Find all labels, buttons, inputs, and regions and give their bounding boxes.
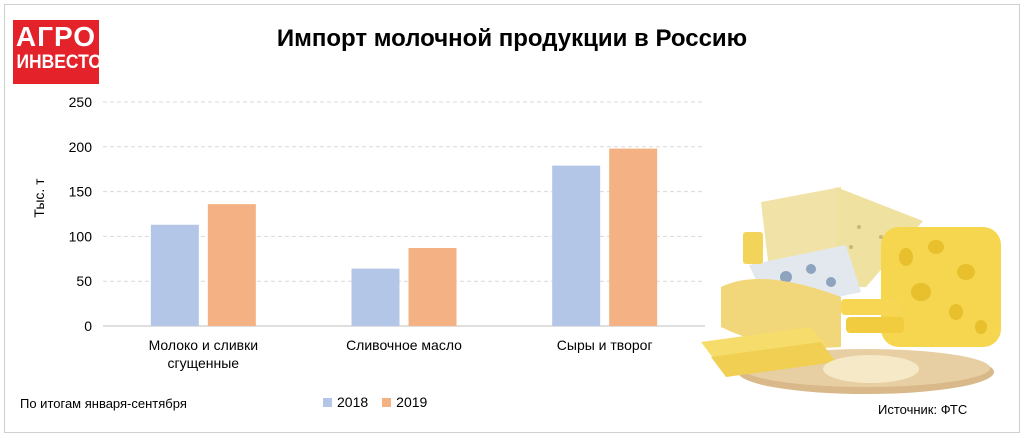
y-tick-label: 250 <box>69 94 93 110</box>
bar-2018-0 <box>150 224 199 326</box>
bar-chart: 0 50 100 150 200 250 Молоко и сливки сгущенные С… <box>69 94 705 371</box>
bar-2019-0 <box>207 204 256 326</box>
x-category-label: Сыры и творог <box>557 337 653 353</box>
period-note: По итогам января-сентября <box>20 396 187 411</box>
legend-swatch-2019 <box>382 397 392 407</box>
y-axis-label: Тыс. т <box>31 178 47 218</box>
legend-label-2018: 2018 <box>337 394 369 410</box>
bar-2018-2 <box>552 165 601 326</box>
x-category-label: Сливочное масло <box>346 337 462 353</box>
x-category-label-line: Сыры и творог <box>557 337 653 353</box>
logo-line-2: ИНВЕСТОР <box>16 52 114 73</box>
cheese-platter-photo <box>701 187 1001 394</box>
y-tick-label: 150 <box>69 184 93 200</box>
chart-frame: АГРО ИНВЕСТОР Импорт молочной продукции … <box>4 4 1020 433</box>
bar-2019-1 <box>408 248 457 326</box>
y-tick-label: 100 <box>69 228 93 244</box>
bar-2019-2 <box>609 148 658 326</box>
logo-line-1: АГРО <box>15 21 97 52</box>
x-category-label-line: Сливочное масло <box>346 337 462 353</box>
legend-item-2018: 2018 <box>323 394 368 410</box>
legend-label-2019: 2019 <box>396 394 428 410</box>
legend-swatch-2018 <box>323 397 332 407</box>
bar-2018-1 <box>351 268 400 326</box>
agroinvestor-logo: АГРО ИНВЕСТОР <box>13 20 114 84</box>
source-note: Источник: ФТС <box>878 402 968 417</box>
x-category-label: Молоко и сливки сгущенные <box>149 337 258 371</box>
y-tick-label: 50 <box>76 273 92 289</box>
legend: 2018 2019 <box>323 394 441 410</box>
x-category-label-line: сгущенные <box>168 355 240 371</box>
y-tick-label: 200 <box>69 139 93 155</box>
chart-title: Импорт молочной продукции в Россию <box>276 25 748 52</box>
x-category-label-line: Молоко и сливки <box>149 337 258 353</box>
y-tick-label: 0 <box>84 318 92 334</box>
legend-item-2019: 2019 <box>382 394 427 410</box>
